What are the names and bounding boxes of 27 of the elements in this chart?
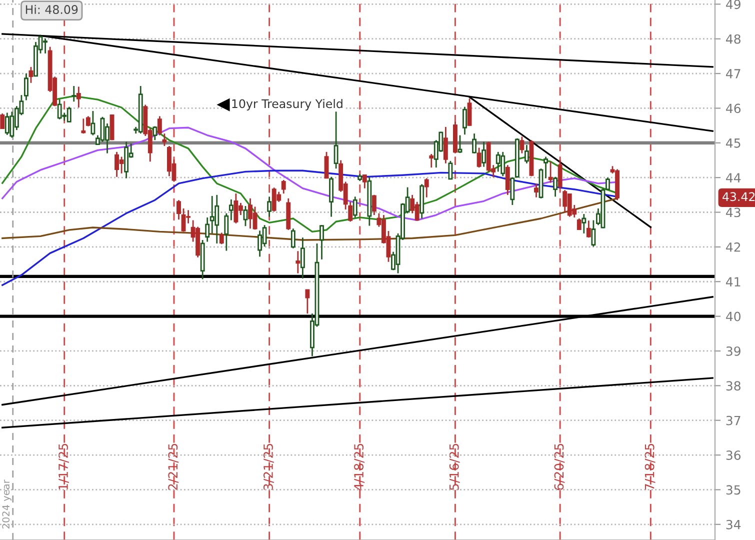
y-tick-label: 37	[726, 416, 740, 426]
annotation: Hi: 48.09	[26, 4, 78, 14]
y-tick-label: 40	[726, 312, 740, 322]
y-tick-label: 46	[726, 104, 741, 114]
y-tick-label: 44	[726, 173, 741, 182]
y-tick-label: 41	[726, 277, 740, 286]
y-tick-label: 38	[726, 381, 740, 391]
x-tick-label: 6/20/25	[554, 444, 565, 490]
y-tick-label: 36	[726, 450, 741, 460]
y-tick-label: 47	[726, 69, 740, 78]
x-tick-label: 3/21/25	[263, 444, 274, 490]
x-tick-label: 7/18/25	[644, 444, 656, 490]
x-tick-label: 2/21/25	[168, 444, 179, 490]
y-tick-label: 49	[726, 0, 740, 10]
y-tick-label: 35	[726, 485, 740, 495]
x-tick-label: 4/18/25	[354, 444, 364, 490]
y-tick-label: 42	[726, 242, 740, 252]
x-tick-label: 5/16/25	[449, 444, 460, 490]
y-tick-label: 43	[726, 208, 740, 218]
y-tick-label: 34	[726, 520, 741, 530]
annotation: 10yr Treasury Yield	[232, 99, 342, 110]
y-tick-label: 39	[726, 346, 740, 356]
y-tick-label: 48	[726, 34, 740, 44]
annotation: 2024 year	[2, 480, 12, 528]
x-tick-label: 1/17/25	[58, 444, 69, 490]
text: 43.42	[722, 192, 755, 202]
y-tick-label: 45	[726, 138, 740, 148]
